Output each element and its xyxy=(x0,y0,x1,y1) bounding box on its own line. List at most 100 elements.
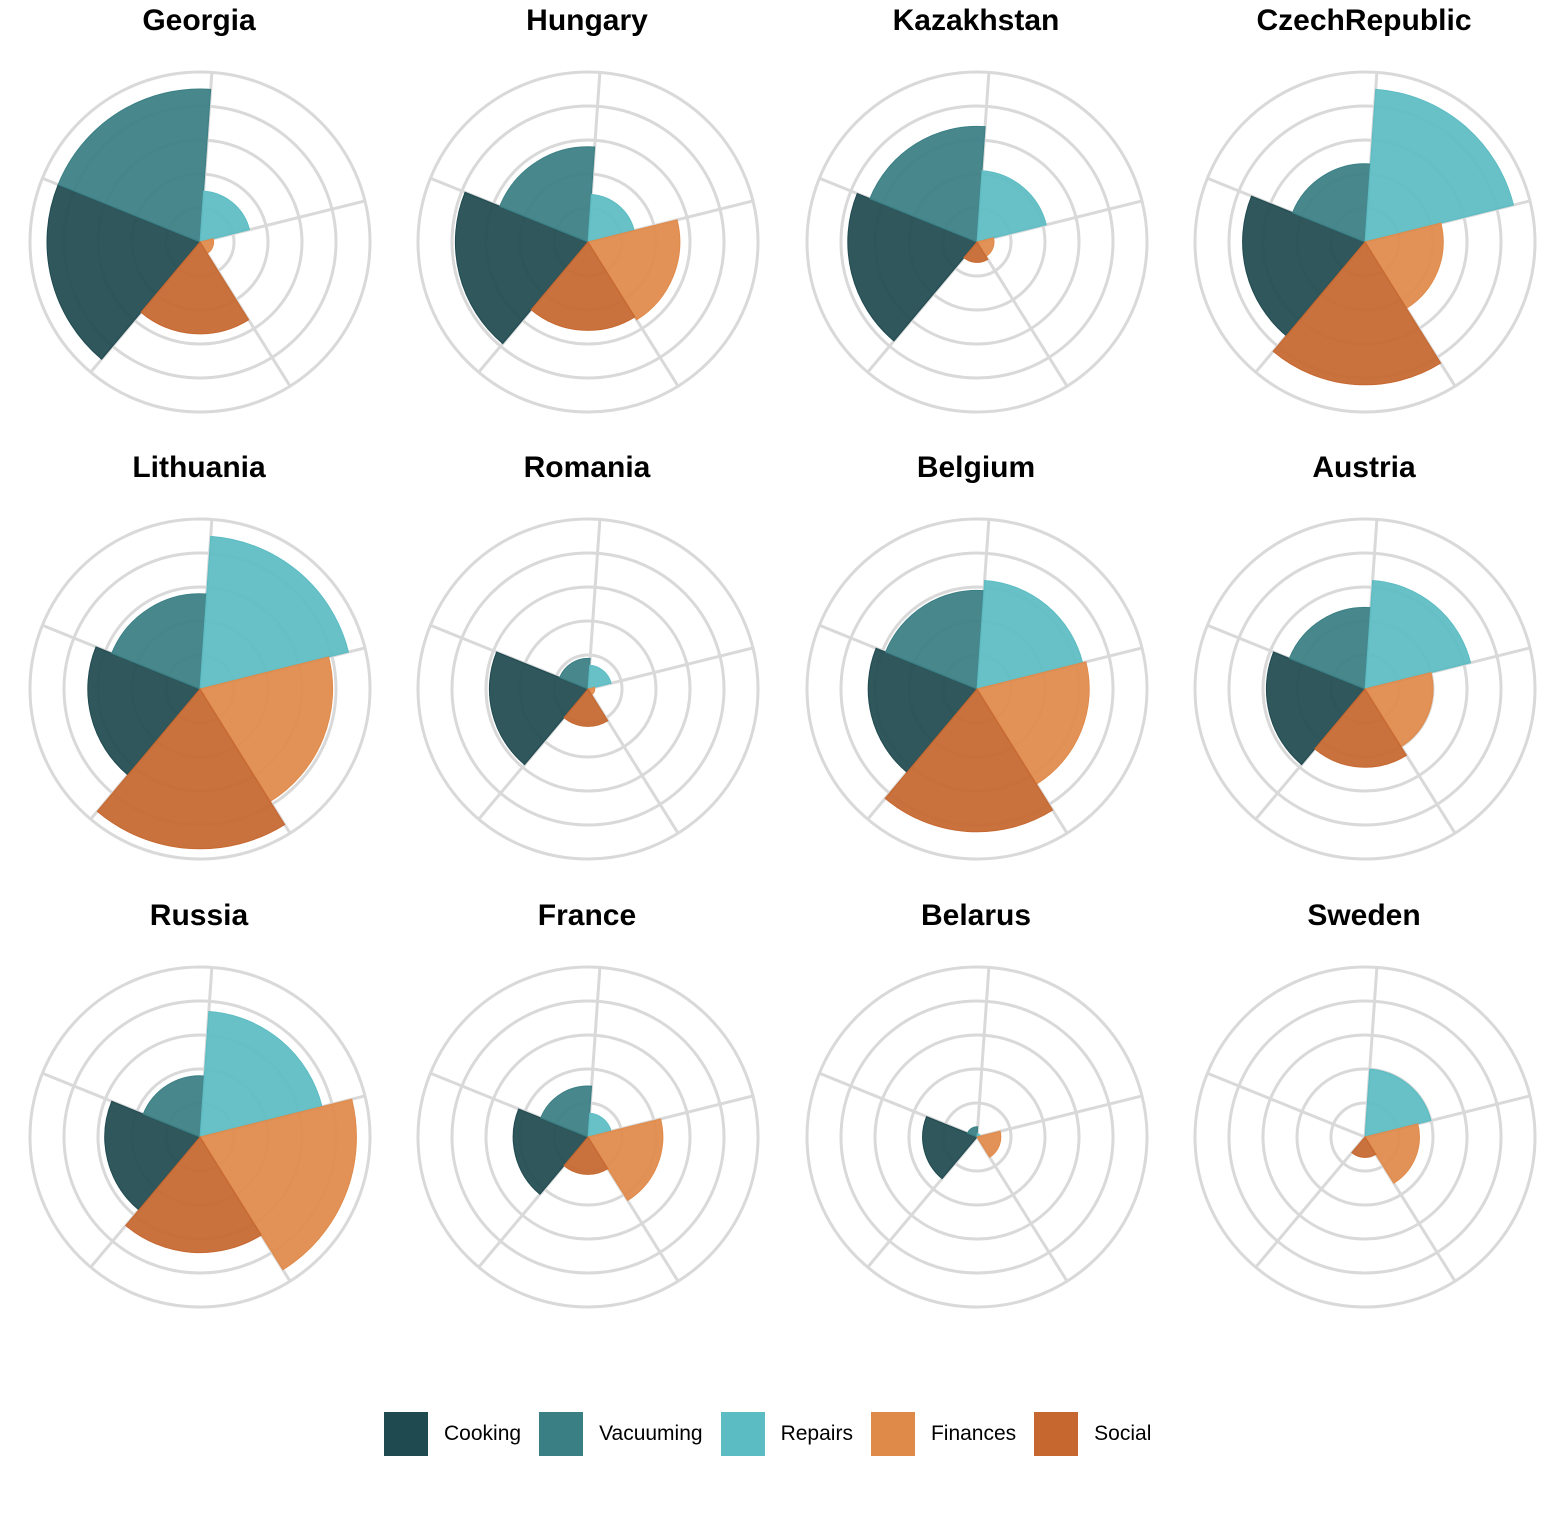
wedge-cooking xyxy=(1265,651,1366,766)
wedge-finances xyxy=(587,1118,664,1202)
grid-ring xyxy=(28,70,372,414)
wedge-repairs xyxy=(587,664,612,690)
panel-belgium: Belgium xyxy=(782,447,1170,894)
grid-ring xyxy=(450,999,726,1275)
wedge-vacuuming xyxy=(1291,163,1372,243)
wedge-finances xyxy=(1364,222,1444,310)
grid-ring xyxy=(1193,965,1537,1309)
polar-plot xyxy=(805,70,1149,414)
legend-item-cooking: Cooking xyxy=(384,1412,521,1456)
wedge-social xyxy=(963,241,989,263)
polar-plot xyxy=(416,70,760,414)
grid-ring xyxy=(1295,1067,1435,1207)
wedge-repairs xyxy=(1364,579,1472,690)
panel-czechrepublic: CzechRepublic xyxy=(1170,0,1554,447)
legend-item-repairs: Repairs xyxy=(720,1412,853,1456)
panel-title: Sweden xyxy=(1307,899,1421,932)
wedge-repairs xyxy=(1364,1068,1432,1138)
polar-plot xyxy=(1193,517,1537,861)
wedge-finances xyxy=(976,1130,1002,1158)
legend-label: Repairs xyxy=(780,1422,853,1445)
grid-spoke xyxy=(976,1094,1143,1139)
wedge-social xyxy=(1351,1136,1377,1158)
panel-title: Belarus xyxy=(920,899,1032,932)
wedge-finances xyxy=(1364,671,1434,748)
grid-ring xyxy=(839,104,1115,380)
grid-ring xyxy=(1261,585,1469,793)
wedge-repairs xyxy=(976,170,1047,243)
wedge-finances xyxy=(587,219,681,321)
grid-ring xyxy=(1227,999,1503,1275)
wedge-cooking xyxy=(488,651,589,766)
wedge-cooking xyxy=(867,647,978,774)
panel-title: Russia xyxy=(149,899,249,932)
wedge-cooking xyxy=(847,192,978,342)
grid-ring xyxy=(484,1033,692,1241)
grid-ring xyxy=(416,965,760,1309)
wedge-cooking xyxy=(454,191,589,345)
polar-plot xyxy=(1193,70,1537,414)
panel-title: Romania xyxy=(523,451,651,484)
legend-item-social: Social xyxy=(1034,1412,1151,1456)
panel-kazakhstan: Kazakhstan xyxy=(782,0,1170,447)
grid-spoke xyxy=(1206,1071,1366,1139)
grid-ring xyxy=(1227,551,1503,827)
grid-spoke xyxy=(975,1136,1069,1282)
panel-hungary: Hungary xyxy=(393,0,781,447)
grid-ring xyxy=(1193,70,1537,414)
wedge-social xyxy=(124,1136,262,1254)
wedge-social xyxy=(884,688,1054,833)
legend-label: Finances xyxy=(930,1422,1017,1445)
grid-ring xyxy=(805,517,1149,861)
wedge-vacuuming xyxy=(558,657,591,690)
grid-ring xyxy=(805,70,1149,414)
polar-plot xyxy=(416,965,760,1309)
wedge-finances xyxy=(199,656,334,803)
panel-france: France xyxy=(393,895,781,1342)
wedge-cooking xyxy=(46,184,201,360)
polar-plot xyxy=(805,517,1149,861)
wedge-repairs xyxy=(976,579,1084,690)
legend-label: Vacuuming xyxy=(599,1422,703,1445)
legend-swatch xyxy=(1034,1412,1079,1456)
grid-spoke xyxy=(975,967,991,1138)
grid-ring xyxy=(839,999,1115,1275)
grid-ring xyxy=(416,70,760,414)
panel-title: CzechRepublic xyxy=(1256,4,1472,37)
legend-swatch xyxy=(720,1412,765,1456)
panel-russia: Russia xyxy=(5,895,393,1342)
wedge-social xyxy=(96,688,286,850)
polar-plot xyxy=(416,517,760,861)
wedge-cooking xyxy=(1242,195,1366,337)
polar-plot xyxy=(28,517,372,861)
wedge-repairs xyxy=(199,535,350,690)
panel-title: France xyxy=(537,899,637,932)
grid-ring xyxy=(484,585,692,793)
wedge-finances xyxy=(976,661,1090,785)
legend: Cooking Vacuuming Repairs Finances Social xyxy=(384,1411,1169,1457)
wedge-social xyxy=(140,241,250,335)
grid-spoke xyxy=(1254,1136,1367,1269)
polar-plot xyxy=(1193,965,1537,1309)
grid-ring xyxy=(1193,517,1537,861)
grid-ring xyxy=(450,551,726,827)
legend-item-vacuuming: Vacuuming xyxy=(539,1412,703,1456)
wedge-repairs xyxy=(587,193,635,243)
wedge-social xyxy=(530,241,636,331)
grid-ring xyxy=(907,1067,1047,1207)
wedge-cooking xyxy=(87,646,201,776)
panel-austria: Austria xyxy=(1170,447,1554,894)
wedge-vacuuming xyxy=(966,1126,979,1138)
grid-ring xyxy=(1261,1033,1469,1241)
grid-ring xyxy=(450,104,726,380)
wedge-vacuuming xyxy=(142,1075,205,1138)
wedge-vacuuming xyxy=(869,125,986,243)
grid-spoke xyxy=(975,241,1069,387)
wedge-social xyxy=(563,688,609,727)
panel-title: Austria xyxy=(1312,451,1416,484)
wedge-cooking xyxy=(512,1108,589,1195)
legend-swatch xyxy=(384,1412,428,1456)
panel-georgia: Georgia xyxy=(5,0,393,447)
panel-title: Lithuania xyxy=(132,451,266,484)
wedge-repairs xyxy=(1364,88,1515,243)
